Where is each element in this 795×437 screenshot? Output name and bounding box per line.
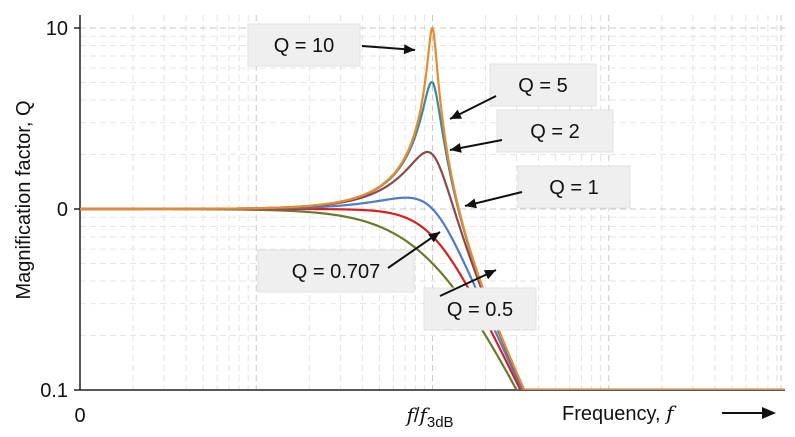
series-label-text: Q = 0.5 xyxy=(447,299,513,321)
y-tick-label: 0 xyxy=(57,199,68,221)
series-label: Q = 2 xyxy=(449,109,614,153)
arrow-head-icon xyxy=(403,44,415,55)
series-label-text: Q = 2 xyxy=(530,121,579,143)
series-label: Q = 10 xyxy=(247,23,416,67)
series-label-box xyxy=(496,109,614,153)
series-label-text: Q = 0.707 xyxy=(292,261,380,283)
series-label-box xyxy=(517,165,631,209)
arrow-head-icon xyxy=(465,198,477,209)
x-tick-label: f/f3dB xyxy=(405,403,454,431)
arrow-head-icon xyxy=(428,232,440,243)
x-axis-label: Frequency, f xyxy=(562,401,776,425)
x-axis-label-var: f xyxy=(664,401,677,425)
series-label-box xyxy=(489,63,597,107)
arrow-head-icon xyxy=(483,270,496,280)
series-label: Q = 0.5 xyxy=(423,269,537,331)
y-tick-label: 10 xyxy=(46,18,68,40)
x-axis-label-text: Frequency, xyxy=(562,403,666,425)
grid xyxy=(80,15,785,390)
annotations: Q = 1 Q = 2 Q = 5 Q = 10 Q = 0.707 Q = 0.5 xyxy=(247,23,631,331)
arrow-head-icon xyxy=(450,109,463,119)
series-line xyxy=(80,26,786,390)
svg-text:Frequency, f: Frequency, f xyxy=(562,401,677,425)
series-label-box xyxy=(423,287,537,331)
series-label-text: Q = 10 xyxy=(274,35,335,57)
y-axis-label: Magnification factor, Q xyxy=(13,101,35,300)
tick-labels: 10 0 0.1 0 f/f3dB xyxy=(40,18,453,431)
series-label-box xyxy=(257,249,415,293)
y-tick-label: 0.1 xyxy=(40,380,68,402)
series-label: Q = 0.707 xyxy=(257,231,441,293)
series-label: Q = 5 xyxy=(449,63,597,120)
arrow-head-icon xyxy=(450,143,462,153)
series-label: Q = 1 xyxy=(464,165,631,209)
axes xyxy=(79,15,785,391)
series-label-box xyxy=(247,23,361,67)
x-axis-arrow-icon xyxy=(762,407,776,419)
series-label-text: Q = 1 xyxy=(549,177,598,199)
series-label-text: Q = 5 xyxy=(518,75,567,97)
x-tick-label: 0 xyxy=(74,405,85,427)
